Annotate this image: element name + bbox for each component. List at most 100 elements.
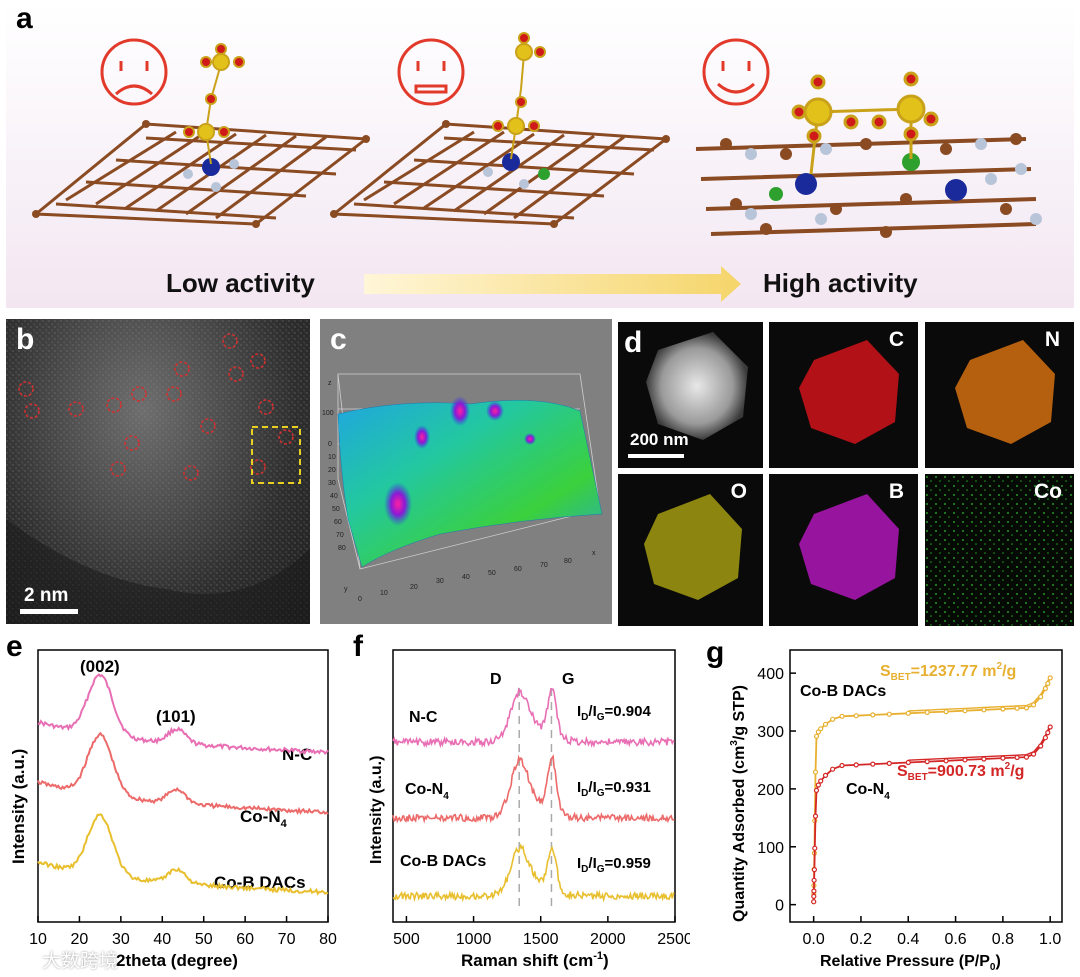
bet-point-1-2 [811, 888, 817, 894]
bet-point-0-27 [1045, 680, 1051, 687]
neutral-face-icon [397, 38, 465, 106]
x-axis-label: x [592, 550, 596, 557]
raman-band-g: G [562, 671, 574, 688]
xrd-xtick-6: 70 [278, 931, 296, 948]
bet-point-0-9 [818, 726, 824, 732]
bet-point-1-18 [943, 758, 949, 764]
bet-point-0-14 [870, 712, 876, 718]
x-tick-0: 0 [358, 596, 362, 603]
bet-point-0-26 [1042, 685, 1048, 692]
eds-map-b-label: B [888, 480, 904, 503]
eds-map-n-label: N [1044, 328, 1060, 351]
bet-xlabel: Relative Pressure (P/P0) [820, 953, 1001, 973]
bet-point-1-24 [1031, 751, 1037, 757]
z-tick-8: 70 [336, 532, 344, 539]
xrd-ylabel: Intensity (a.u.) [9, 749, 28, 864]
bet-point-1-19 [962, 757, 968, 763]
haadf-image: d 200 nm [618, 322, 763, 468]
panel-g-letter: g [706, 636, 725, 669]
bet-point-0-20 [981, 707, 987, 713]
raman-chart: 500 1000 1500 2000 2500 D G N-C Co-N4 Co-B D… [368, 649, 690, 970]
bet-sbet-con4: SBET=900.73 m2/g [897, 761, 1024, 783]
raman-ylabel: Intensity (a.u.) [368, 756, 385, 864]
bet-point-1-9 [818, 778, 824, 784]
bet-point-0-17 [924, 709, 930, 716]
bet-point-0-7 [813, 733, 820, 739]
z-tick-0: 100 [322, 410, 334, 417]
bet-point-0-18 [943, 708, 949, 715]
panel-g: g 0.0 0.2 0.4 0.6 0.8 1.0 0 100 200 300 400 Co-B D… [690, 632, 1080, 977]
bet-label-cob: Co-B DACs [800, 683, 886, 700]
bet-point-1-0 [811, 899, 817, 905]
graphene-sheet-2 [329, 122, 671, 226]
x-tick-3: 30 [436, 578, 444, 585]
eds-map-o: O [618, 474, 763, 626]
bet-label-con4: Co-N4 [846, 781, 890, 802]
z-tick-3: 20 [328, 467, 336, 474]
raman-band-d: D [490, 671, 502, 688]
raman-ratio-nc: ID/IG=0.904 [577, 703, 651, 723]
eds-map-n: N [925, 322, 1074, 468]
panel-a-letter: a [16, 4, 33, 35]
xrd-series-1 [37, 731, 329, 816]
z-tick-6: 50 [332, 506, 340, 513]
bet-point-1-4 [811, 867, 818, 873]
bet-ytick-0: 0 [775, 898, 784, 915]
bet-point-1-6 [812, 813, 819, 819]
bet-xtick-4: 0.8 [992, 931, 1014, 948]
bet-point-1-3 [811, 877, 817, 883]
bet-xtick-0: 0.0 [803, 931, 825, 948]
bet-point-1-25 [1038, 743, 1044, 749]
raman-series-2 [392, 843, 675, 903]
bet-ylabel: Quantity Adsorbed (cm3/g STP) [729, 685, 748, 922]
bet-point-1-16 [905, 759, 911, 766]
x-tick-1: 10 [380, 590, 388, 597]
xrd-xtick-0: 10 [29, 931, 47, 948]
happy-face-icon [702, 38, 770, 106]
low-activity-label: Low activity [166, 268, 315, 298]
bet-point-1-22 [1014, 754, 1020, 761]
y-axis-label: y [344, 586, 348, 593]
xrd-plot-frame [37, 649, 329, 923]
xrd-peak-101: (101) [156, 707, 196, 726]
xrd-label-nc: N-C [282, 745, 312, 764]
panel-c: z 100 0 10 20 30 40 50 60 70 80 y x 0 10… [320, 319, 612, 624]
bet-desorption-0 [908, 675, 1051, 712]
x-tick-2: 20 [410, 584, 418, 591]
eds-map-o-label: O [730, 480, 747, 503]
bet-point-0-16 [905, 710, 911, 716]
bet-point-0-23 [1023, 705, 1030, 711]
molecule-2 [492, 32, 546, 160]
raman-label-nc: N-C [409, 709, 438, 726]
z-tick-4: 30 [328, 480, 336, 487]
panel-c-letter: c [330, 323, 347, 356]
panel-a: a [6, 4, 1074, 308]
panel-d-letter: d [624, 326, 643, 359]
xrd-xtick-3: 40 [153, 931, 171, 948]
bet-point-1-26 [1042, 735, 1048, 741]
bet-point-1-17 [924, 759, 930, 765]
bet-point-0-6 [812, 769, 819, 775]
eds-map-n-particle [955, 340, 1055, 444]
bet-point-0-13 [853, 713, 859, 719]
panel-b-letter: b [16, 323, 35, 356]
z-tick-1: 0 [328, 441, 332, 448]
bet-plot-frame [789, 649, 1063, 923]
bet-point-0-10 [822, 721, 829, 727]
bet-point-0-28 [1047, 675, 1053, 681]
panel-f-letter: f [353, 632, 363, 663]
z-tick-2: 10 [328, 454, 336, 461]
eds-map-b-particle [799, 494, 899, 600]
raman-xlabel: Raman shift (cm-1) [461, 950, 609, 970]
sad-face-icon [100, 38, 168, 106]
xrd-xtick-4: 50 [195, 931, 213, 948]
panel-e: e (002) (101) N-C Co-N4 Co-B DACs 10 20 30… [0, 632, 345, 977]
bet-xtick-2: 0.4 [897, 931, 919, 948]
raman-plot-frame [392, 649, 676, 923]
eds-map-c-label: C [888, 328, 904, 351]
xrd-xtick-1: 20 [71, 931, 89, 948]
eds-map-co-dots [925, 474, 1074, 626]
bet-sbet-cob: SBET=1237.77 m2/g [880, 661, 1016, 683]
bet-ytick-4: 400 [757, 666, 784, 683]
co-atoms [202, 153, 967, 201]
